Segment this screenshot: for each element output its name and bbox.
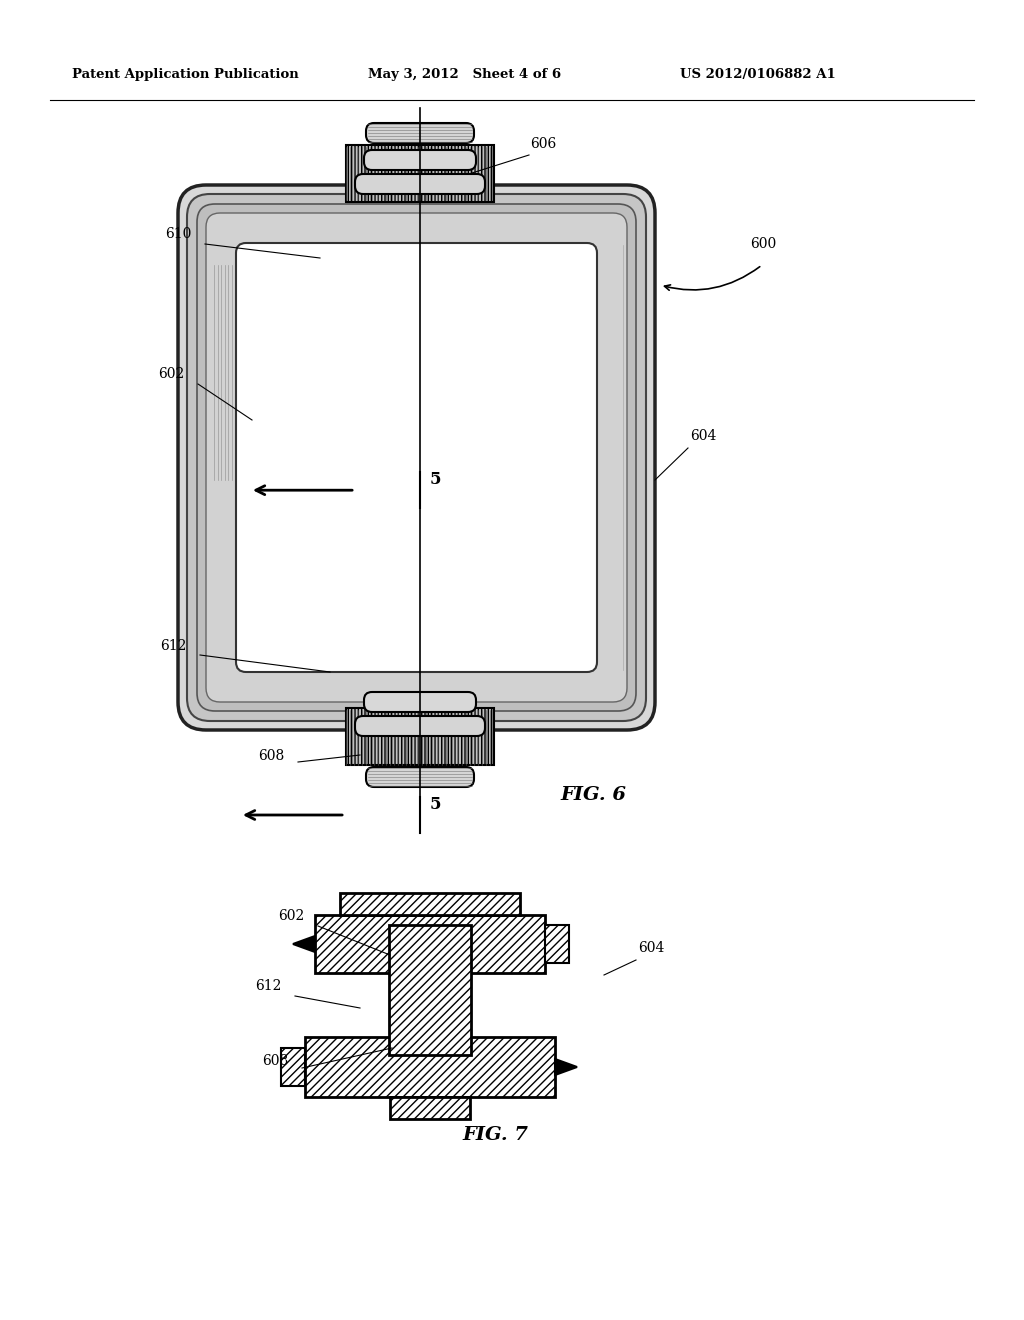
Bar — [346, 708, 494, 766]
FancyBboxPatch shape — [206, 213, 627, 702]
Polygon shape — [293, 936, 315, 952]
FancyBboxPatch shape — [355, 715, 485, 737]
Text: 602: 602 — [278, 909, 304, 923]
FancyBboxPatch shape — [236, 243, 597, 672]
Text: 612: 612 — [255, 979, 282, 993]
Text: May 3, 2012   Sheet 4 of 6: May 3, 2012 Sheet 4 of 6 — [368, 69, 561, 81]
Text: 604: 604 — [638, 941, 665, 954]
Text: 606: 606 — [530, 137, 556, 150]
FancyBboxPatch shape — [187, 194, 646, 721]
Text: 604: 604 — [690, 429, 717, 444]
Bar — [545, 925, 569, 964]
Text: FIG. 6: FIG. 6 — [560, 785, 626, 804]
Text: 608: 608 — [258, 748, 285, 763]
Text: 602: 602 — [158, 367, 184, 381]
Text: 5: 5 — [430, 796, 441, 813]
Text: 600: 600 — [750, 238, 776, 251]
Bar — [389, 925, 471, 1055]
FancyBboxPatch shape — [366, 123, 474, 143]
Bar — [340, 894, 520, 915]
FancyBboxPatch shape — [197, 205, 636, 711]
FancyBboxPatch shape — [355, 174, 485, 194]
Bar — [390, 1097, 470, 1119]
FancyBboxPatch shape — [364, 150, 476, 170]
Bar — [346, 145, 494, 202]
FancyBboxPatch shape — [364, 692, 476, 711]
Bar — [281, 1048, 305, 1086]
Bar — [305, 1038, 555, 1097]
Text: US 2012/0106882 A1: US 2012/0106882 A1 — [680, 69, 836, 81]
Text: 610: 610 — [165, 227, 191, 242]
Text: Patent Application Publication: Patent Application Publication — [72, 69, 299, 81]
Text: FIG. 7: FIG. 7 — [462, 1126, 528, 1144]
Polygon shape — [555, 1059, 577, 1074]
Text: 608: 608 — [262, 1053, 288, 1068]
FancyBboxPatch shape — [366, 767, 474, 787]
Bar — [315, 915, 545, 973]
FancyBboxPatch shape — [178, 185, 655, 730]
Text: 612: 612 — [160, 639, 186, 653]
Text: 5: 5 — [430, 471, 441, 488]
